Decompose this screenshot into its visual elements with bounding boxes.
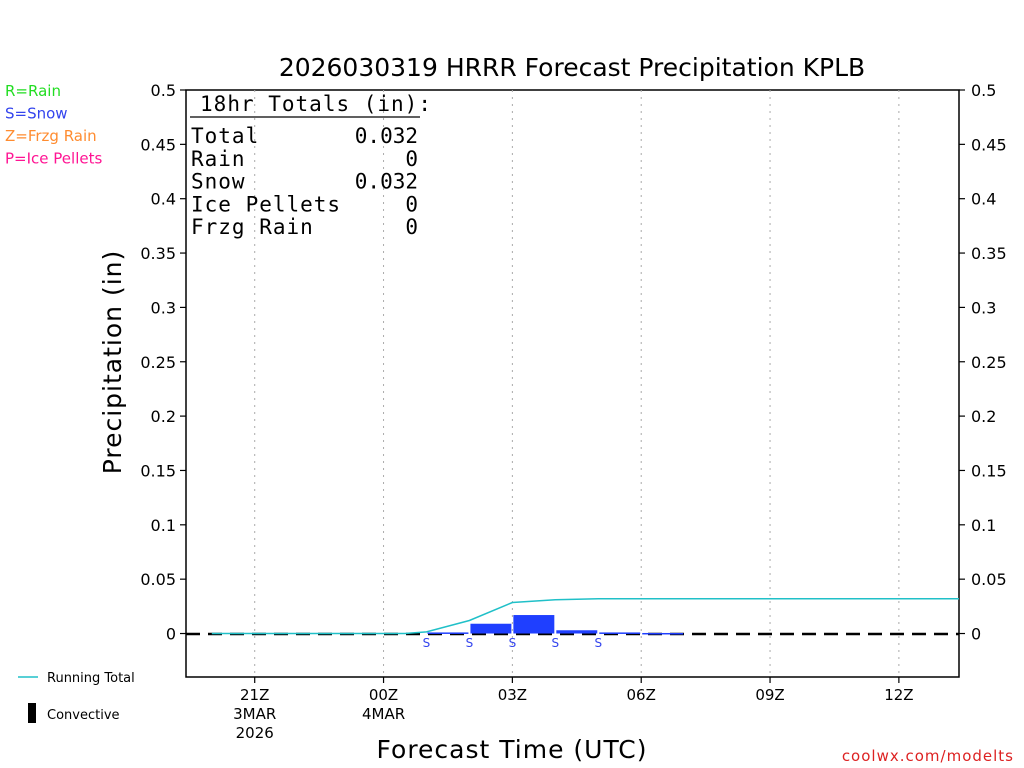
y-tick-label-left: 0.25 xyxy=(140,353,176,372)
y-axis-left: 0 0.05 0.1 0.15 0.2 0.25 0.3 0.35 0.4 0.45 0.5 xyxy=(140,81,186,644)
x-grid-lines xyxy=(254,90,900,677)
x-tick-date: 4MAR xyxy=(362,705,405,723)
totals-row-label: Ice Pellets xyxy=(191,192,341,216)
y-tick-label-left: 0.45 xyxy=(140,135,176,154)
y-tick-label-right: 0.05 xyxy=(971,570,1007,589)
precip-type-marker: S xyxy=(594,636,602,650)
y-tick-label-left: 0.3 xyxy=(151,298,176,317)
running-total-line xyxy=(211,597,959,635)
y-tick-label-left: 0.5 xyxy=(151,81,176,100)
type-legend-item: R=Rain xyxy=(5,82,61,100)
totals-row-value: 0.032 xyxy=(355,124,418,148)
x-tick-label: 12Z xyxy=(884,686,913,704)
precip-bar xyxy=(470,623,512,634)
y-tick-label-right: 0.3 xyxy=(971,298,996,317)
x-tick-label: 03Z xyxy=(498,686,527,704)
type-legend-item: P=Ice Pellets xyxy=(5,150,102,168)
y-tick-label-right: 0.5 xyxy=(971,81,996,100)
precip-type-marker: S xyxy=(466,636,474,650)
totals-row-label: Total xyxy=(191,124,259,148)
y-axis-label: Precipitation (in) xyxy=(98,250,127,475)
y-tick-label-left: 0.05 xyxy=(140,570,176,589)
totals-row-value: 0.032 xyxy=(355,170,418,194)
y-tick-label-right: 0.25 xyxy=(971,353,1007,372)
y-tick-label-right: 0.4 xyxy=(971,190,996,209)
hourly-precip-bars xyxy=(427,615,684,635)
y-tick-label-left: 0.1 xyxy=(151,516,176,535)
x-tick-label: 06Z xyxy=(627,686,656,704)
type-legend-item: Z=Frzg Rain xyxy=(5,127,97,145)
precip-type-marker: S xyxy=(423,636,431,650)
convective-swatch xyxy=(28,703,36,723)
y-tick-label-right: 0.35 xyxy=(971,244,1007,263)
x-tick-label: 21Z xyxy=(240,686,269,704)
totals-row-value: 0 xyxy=(405,192,418,216)
series-legend: Running Total Convective xyxy=(18,671,135,723)
precip-bar xyxy=(642,632,684,635)
totals-row-value: 0 xyxy=(405,215,418,239)
totals-row-value: 0 xyxy=(405,147,418,171)
precip-bar xyxy=(599,632,641,634)
running-total-legend-label: Running Total xyxy=(47,671,135,686)
y-tick-label-right: 0.2 xyxy=(971,407,996,426)
x-tick-date: 3MAR xyxy=(233,705,276,723)
chart-title: 2026030319 HRRR Forecast Precipitation K… xyxy=(279,53,865,82)
precip-type-marker: S xyxy=(552,636,560,650)
precip-bar xyxy=(427,632,469,634)
y-axis-right: 0 0.05 0.1 0.15 0.2 0.25 0.3 0.35 0.4 0.45 0.5 xyxy=(959,81,1007,644)
precip-type-marker: S xyxy=(509,636,517,650)
y-tick-label-right: 0.15 xyxy=(971,461,1007,480)
y-tick-label-left: 0.15 xyxy=(140,461,176,480)
y-tick-label-right: 0.1 xyxy=(971,516,996,535)
y-tick-label-left: 0.4 xyxy=(151,190,176,209)
precip-type-legend: R=Rain S=Snow Z=Frzg Rain P=Ice Pellets xyxy=(5,82,102,168)
totals-row-label: Frzg Rain xyxy=(191,215,314,239)
x-tick-year: 2026 xyxy=(236,724,274,742)
y-tick-label-right: 0 xyxy=(971,625,981,644)
site-credit: coolwx.com/modelts xyxy=(842,747,1014,765)
totals-header: 18hr Totals (in): xyxy=(200,92,432,116)
type-legend-item: S=Snow xyxy=(5,105,68,123)
x-tick-label: 00Z xyxy=(369,686,398,704)
totals-row-label: Rain xyxy=(191,147,246,171)
convective-legend-label: Convective xyxy=(47,708,120,723)
y-tick-label-left: 0 xyxy=(166,625,176,644)
y-tick-label-left: 0.2 xyxy=(151,407,176,426)
x-tick-label: 09Z xyxy=(755,686,784,704)
x-axis-label: Forecast Time (UTC) xyxy=(377,735,648,764)
totals-box: 18hr Totals (in): Total 0.032 Rain 0 Snow 0.0… xyxy=(190,92,432,239)
plot-frame xyxy=(185,89,960,678)
precip-bar xyxy=(513,615,555,634)
precip-bar xyxy=(556,630,598,634)
totals-row-label: Snow xyxy=(191,170,246,194)
y-tick-label-left: 0.35 xyxy=(140,244,176,263)
y-tick-label-right: 0.45 xyxy=(971,135,1007,154)
